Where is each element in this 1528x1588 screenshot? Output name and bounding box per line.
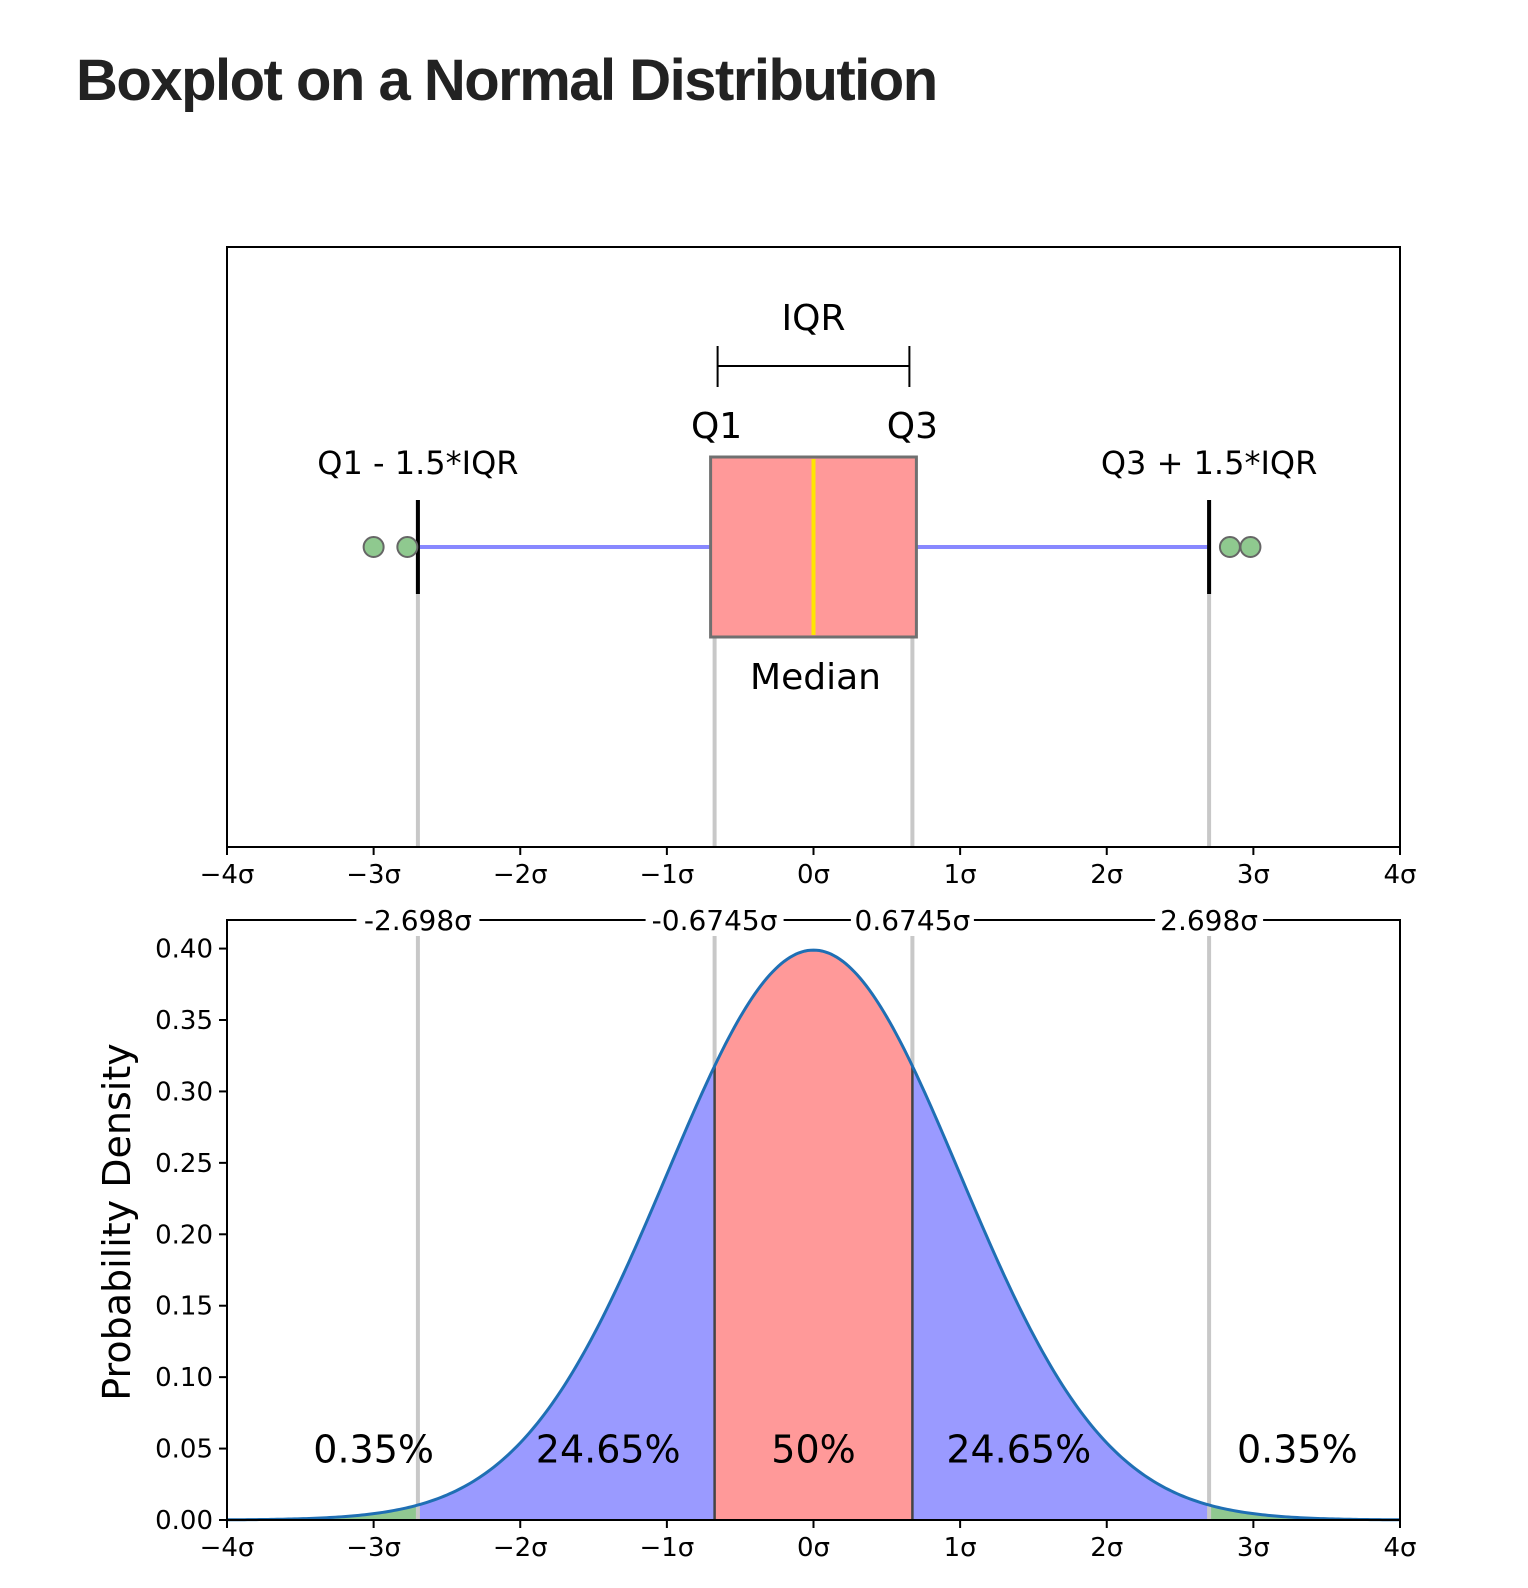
x-tick-label: 0σ — [797, 860, 830, 890]
top-axis-label: -2.698σ — [364, 904, 472, 937]
top-axis-label: 2.698σ — [1160, 904, 1258, 937]
iqr-label: IQR — [782, 298, 846, 339]
top-axis-label: -0.6745σ — [652, 904, 778, 937]
y-tick-label: 0.30 — [155, 1077, 213, 1107]
y-tick-label: 0.15 — [155, 1292, 213, 1322]
q1-label: Q1 — [691, 406, 742, 447]
x-tick-label: 4σ — [1383, 860, 1416, 890]
top-axis-label-bg — [645, 904, 784, 936]
x-tick-label: −1σ — [639, 1533, 694, 1563]
y-axis-label: Probability Density — [95, 1043, 139, 1400]
density-region — [227, 1505, 418, 1520]
x-tick-label: −1σ — [639, 860, 694, 890]
x-tick-label: 3σ — [1237, 1533, 1270, 1563]
top-axis-label: 0.6745σ — [855, 904, 971, 937]
y-tick-label: 0.05 — [155, 1435, 213, 1465]
page-title: Boxplot on a Normal Distribution — [76, 48, 938, 113]
region-percent-label: 50% — [771, 1428, 855, 1472]
boxplot-panel: IQR Q1 Q3 Q1 - 1.5*IQR Q3 + 1.5*IQR Median −4σ… — [200, 246, 1417, 890]
y-tick-label: 0.20 — [155, 1220, 213, 1250]
region-percent-label: 0.35% — [1237, 1428, 1358, 1472]
density-curve — [226, 948, 1401, 1522]
x-tick-label: −3σ — [346, 860, 401, 890]
top-axis-label-bg — [1155, 904, 1264, 936]
x-tick-label: −2σ — [493, 860, 548, 890]
outlier-point — [1218, 536, 1241, 558]
lower-fence-label: Q1 - 1.5*IQR — [317, 444, 518, 482]
density-region — [912, 1066, 1210, 1520]
x-tick-label: −3σ — [346, 1533, 401, 1563]
x-tick-label: 1σ — [944, 1533, 977, 1563]
outlier-point — [1239, 536, 1262, 558]
x-tick-label: −4σ — [200, 1533, 255, 1563]
outlier-point — [396, 536, 419, 558]
density-region — [417, 1066, 715, 1520]
y-tick-label: 0.25 — [155, 1149, 213, 1179]
upper-fence-label: Q3 + 1.5*IQR — [1101, 444, 1317, 482]
x-tick-label: 2σ — [1090, 1533, 1123, 1563]
top-axis-label-bg — [356, 904, 480, 936]
region-percent-label: 24.65% — [946, 1428, 1091, 1472]
y-tick-label: 0.10 — [155, 1363, 213, 1393]
x-tick-label: 1σ — [944, 860, 977, 890]
density-region — [1209, 1505, 1400, 1520]
y-tick-label: 0.40 — [155, 935, 213, 965]
median-label: Median — [750, 657, 881, 698]
y-tick-label: 0.35 — [155, 1006, 213, 1036]
x-tick-label: 4σ — [1383, 1533, 1416, 1563]
outlier-point — [362, 536, 385, 558]
x-tick-label: −2σ — [493, 1533, 548, 1563]
x-tick-label: −4σ — [200, 860, 255, 890]
density-panel: 0.35% 24.65% 50% 24.65% 0.35% -2.698σ -0.6745σ… — [95, 904, 1417, 1563]
top-axis-label-bg — [850, 904, 974, 936]
region-percent-label: 24.65% — [536, 1428, 681, 1472]
region-percent-label: 0.35% — [313, 1428, 434, 1472]
q3-label: Q3 — [887, 406, 938, 447]
x-tick-label: 2σ — [1090, 860, 1123, 890]
x-tick-label: 0σ — [797, 1533, 830, 1563]
y-tick-label: 0.00 — [155, 1506, 213, 1536]
density-region — [714, 950, 913, 1520]
x-tick-label: 3σ — [1237, 860, 1270, 890]
